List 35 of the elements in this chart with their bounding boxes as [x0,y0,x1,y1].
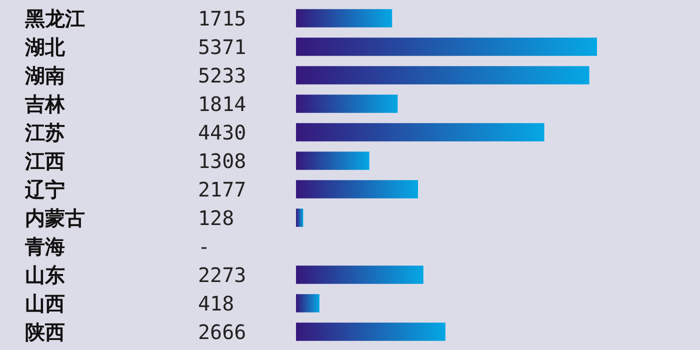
y-tick-label: 江西 [24,148,65,173]
data-label: 1715 [198,6,246,30]
data-label: 2177 [198,177,246,202]
y-tick-label: 辽宁 [24,177,65,202]
y-tick-label: 黑龙江 [24,6,85,30]
data-label: 2273 [198,262,246,287]
data-label: 1814 [198,92,246,116]
bar [296,208,304,227]
data-label: 5233 [198,63,246,88]
text: - [198,234,210,258]
y-tick-label: 陕西 [25,320,65,344]
bar [296,180,418,198]
y-tick-label: 山东 [25,262,65,287]
y-tick-label: 湖北 [24,34,66,59]
data-label: 5371 [198,34,246,59]
data-label: 418 [198,291,234,316]
y-tick-label: 内蒙古 [25,206,85,230]
data-label: 1308 [198,148,246,173]
data-label: 4430 [198,120,246,144]
bar [296,152,370,170]
y-tick-label: 湖南 [24,63,65,88]
bar [296,294,320,312]
bar [296,66,590,84]
bar [296,266,424,284]
bar [296,38,597,56]
y-tick-label: 山西 [25,291,65,316]
bar [296,322,446,341]
data-label: 128 [198,206,234,230]
bar [296,94,398,113]
y-tick-label: 江苏 [24,120,65,144]
y-tick-label: 吉林 [24,92,66,116]
y-tick-label: 青海 [24,234,65,258]
bar [296,123,544,142]
bar [296,9,392,28]
data-label: 2666 [198,320,246,344]
